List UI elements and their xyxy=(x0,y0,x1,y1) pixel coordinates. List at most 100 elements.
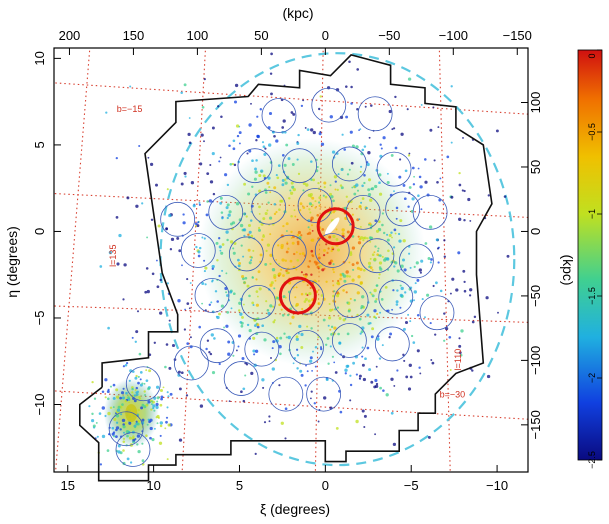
star-point xyxy=(337,332,340,336)
star-point xyxy=(124,400,128,403)
star-point xyxy=(393,127,396,130)
star-point xyxy=(201,282,205,285)
star-point xyxy=(278,272,282,276)
star-point xyxy=(329,184,332,187)
star-point xyxy=(320,346,322,349)
star-point xyxy=(240,324,244,328)
star-point xyxy=(285,250,289,254)
star-point xyxy=(408,152,411,155)
star-point xyxy=(300,234,303,237)
survey-field-circle xyxy=(378,279,414,315)
star-point xyxy=(199,404,204,408)
star-point xyxy=(308,259,312,263)
star-point xyxy=(399,158,402,161)
star-point xyxy=(310,160,313,163)
star-point xyxy=(317,253,320,256)
survey-field-circle xyxy=(412,195,448,230)
star-point xyxy=(282,224,285,228)
star-point xyxy=(298,324,302,329)
star-point xyxy=(99,463,103,466)
star-point xyxy=(126,196,130,200)
star-point xyxy=(310,239,313,242)
star-point xyxy=(138,395,141,399)
star-point xyxy=(344,368,348,372)
star-point xyxy=(282,295,286,299)
star-point xyxy=(237,345,240,348)
star-point xyxy=(266,181,270,185)
star-point xyxy=(296,218,299,221)
star-point xyxy=(247,248,251,252)
star-point xyxy=(232,354,235,357)
star-point xyxy=(304,126,307,129)
colorbar-tick-label: −2.5 xyxy=(587,451,597,469)
survey-fields xyxy=(108,87,455,467)
star-point xyxy=(145,403,149,407)
star-point xyxy=(506,254,510,258)
star-point xyxy=(361,409,365,413)
star-point xyxy=(220,115,223,118)
colorbar-tick-label: 0 xyxy=(587,53,597,58)
star-point xyxy=(281,153,285,157)
star-point xyxy=(394,146,398,150)
star-point xyxy=(112,383,116,387)
star-point xyxy=(107,326,110,330)
star-point xyxy=(418,175,422,179)
star-point xyxy=(284,181,288,185)
star-point xyxy=(290,214,293,218)
star-point xyxy=(218,274,221,278)
star-point xyxy=(388,109,392,114)
star-point xyxy=(341,133,344,136)
survey-field-circle xyxy=(289,329,324,365)
star-point xyxy=(378,173,382,177)
star-point xyxy=(275,258,278,261)
star-point xyxy=(215,241,219,245)
star-point xyxy=(369,240,372,243)
star-point xyxy=(391,236,393,239)
survey-field-circle xyxy=(244,331,280,367)
star-point xyxy=(255,303,259,307)
survey-field-circle xyxy=(194,278,230,313)
star-point xyxy=(157,416,160,419)
star-point xyxy=(412,183,416,186)
star-point xyxy=(185,394,189,397)
star-point xyxy=(232,247,235,250)
star-point xyxy=(254,167,257,171)
star-point xyxy=(332,271,335,274)
star-point xyxy=(296,233,300,237)
galactic-longitude-line-2 xyxy=(314,48,324,472)
star-point xyxy=(237,264,241,268)
star-point xyxy=(273,319,276,322)
star-point xyxy=(435,281,438,285)
star-point xyxy=(147,156,150,159)
survey-field-circle xyxy=(333,283,369,319)
star-point xyxy=(269,304,273,308)
star-point xyxy=(329,328,332,331)
star-point xyxy=(399,293,403,298)
star-point xyxy=(346,230,350,234)
star-point xyxy=(329,345,332,348)
star-point xyxy=(355,183,359,187)
right-axis-tick-label: 100 xyxy=(528,92,543,114)
survey-field-circle xyxy=(237,148,273,184)
star-point xyxy=(240,244,243,247)
star-point xyxy=(159,421,163,425)
star-point xyxy=(122,425,126,429)
star-point xyxy=(225,230,229,234)
star-point xyxy=(284,437,287,440)
survey-field-circle xyxy=(115,432,151,467)
star-point xyxy=(332,234,336,239)
star-point xyxy=(285,230,288,232)
star-point xyxy=(232,251,236,255)
star-point xyxy=(363,236,367,240)
star-point xyxy=(122,440,126,443)
star-point xyxy=(297,133,300,137)
star-point xyxy=(323,186,326,189)
star-point xyxy=(101,390,105,394)
star-point xyxy=(282,274,285,277)
star-point xyxy=(402,327,406,331)
star-point xyxy=(271,268,276,272)
star-point xyxy=(209,352,213,356)
star-point xyxy=(318,196,322,200)
star-point xyxy=(112,396,116,400)
